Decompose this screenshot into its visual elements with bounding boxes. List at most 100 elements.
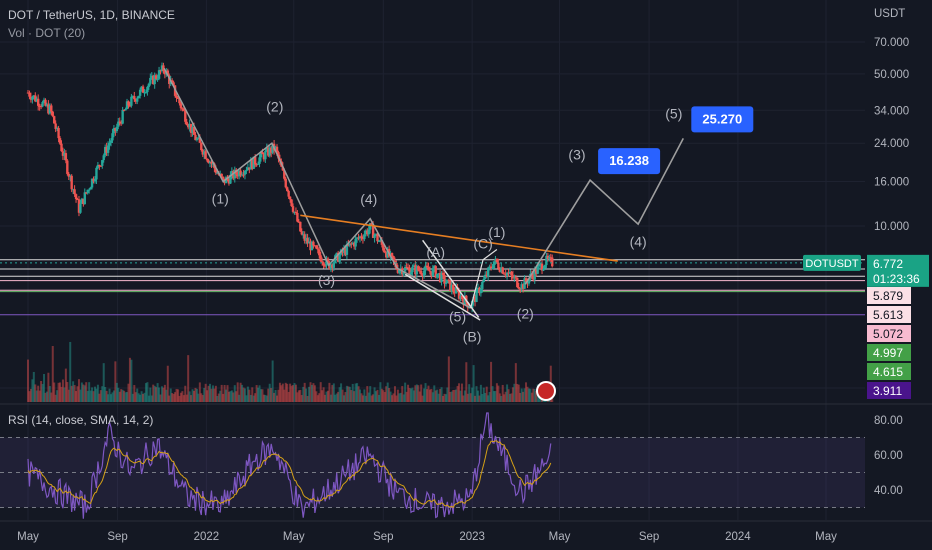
candle-body: [92, 178, 95, 182]
volume-bar: [415, 384, 418, 402]
candle-body: [53, 116, 56, 124]
rsi-tick-label: 80.00: [874, 415, 903, 427]
volume-bar: [293, 383, 296, 402]
candle-body: [71, 189, 75, 191]
candle-body: [136, 98, 139, 102]
candle-body: [505, 272, 509, 276]
volume-bar: [401, 386, 404, 402]
volume-bar: [485, 386, 488, 402]
candle-body: [216, 172, 219, 174]
price-target-callout: 25.270: [691, 106, 754, 133]
rsi-legend[interactable]: RSI (14, close, SMA, 14, 2): [8, 413, 154, 427]
volume-bar: [188, 391, 191, 402]
candle-body: [219, 173, 222, 175]
volume-bar: [37, 385, 40, 402]
volume-bar: [195, 388, 198, 402]
candle-body: [296, 212, 299, 222]
volume-bar: [444, 394, 447, 402]
wave-label: (C): [473, 235, 492, 251]
volume-bar: [430, 388, 433, 402]
volume-bar: [382, 390, 385, 402]
volume-bar: [131, 393, 134, 402]
volume-bar: [324, 394, 327, 402]
candle-body: [517, 287, 520, 289]
candle-body: [329, 264, 333, 270]
volume-bar: [142, 393, 145, 402]
candle-body: [341, 249, 344, 253]
volume-bar: [433, 385, 436, 402]
volume-bar: [112, 390, 115, 402]
rsi-tick-label: 40.00: [874, 485, 903, 497]
candle-body: [382, 244, 385, 251]
candle-body: [540, 263, 544, 271]
candle-body: [197, 137, 200, 139]
candle-body: [184, 110, 187, 122]
volume-bar: [408, 388, 411, 402]
candle-body: [163, 70, 167, 75]
candle-body: [230, 170, 234, 175]
time-tick-label: Sep: [107, 531, 127, 543]
candle-body: [67, 173, 70, 177]
volume-bar: [51, 346, 54, 402]
volume-bar: [66, 382, 69, 402]
volume-bar: [375, 391, 378, 402]
volume-bar: [91, 387, 94, 402]
volume-bar: [276, 395, 279, 402]
candle-body: [50, 105, 53, 112]
volume-bar: [268, 383, 271, 402]
time-tick-label: 2023: [459, 531, 485, 543]
wave-label: (1): [488, 224, 505, 240]
volume-bar: [111, 392, 114, 402]
volume-bar: [379, 382, 382, 402]
candle-body: [446, 279, 449, 284]
candle-body: [494, 258, 497, 262]
candle-body: [117, 121, 120, 127]
candle-body: [488, 266, 491, 268]
volume-bar: [297, 390, 300, 402]
candle-body: [160, 65, 164, 71]
volume-bar: [380, 388, 383, 402]
candle-body: [443, 274, 446, 284]
last-price-tag-bg: [867, 254, 929, 287]
volume-legend[interactable]: Vol · DOT (20): [8, 26, 86, 40]
volume-bar: [449, 391, 452, 402]
candle-body: [536, 266, 539, 274]
symbol-legend[interactable]: DOT / TetherUS, 1D, BINANCE: [8, 8, 175, 22]
candle-body: [370, 223, 373, 225]
candle-body: [152, 75, 155, 85]
candle-body: [271, 143, 274, 153]
volume-bar: [194, 387, 197, 402]
volume-bar: [107, 394, 110, 402]
candle-body: [192, 126, 196, 135]
candle-body: [440, 272, 443, 283]
volume-bar: [267, 388, 270, 402]
candle-body: [287, 190, 290, 197]
candle-body: [459, 295, 462, 299]
price-target-callout: 16.238: [598, 148, 661, 175]
volume-bar: [474, 395, 477, 402]
price-tick-label: 24.000: [874, 138, 909, 150]
volume-bar: [369, 386, 372, 402]
candle-body: [489, 266, 493, 269]
candle-body: [355, 237, 359, 239]
volume-bar: [44, 392, 47, 402]
candle-body: [58, 138, 62, 144]
volume-bar: [492, 391, 495, 402]
volume-bar: [287, 391, 290, 402]
candle-body: [80, 198, 84, 204]
volume-bar: [503, 394, 506, 402]
candle-body: [425, 265, 429, 268]
candle-body: [433, 266, 436, 269]
wave-label: (5): [449, 308, 466, 324]
symbol-tag-bg: [803, 254, 861, 271]
wave-label: (2): [517, 306, 534, 322]
candle-body: [309, 241, 312, 251]
volume-bar: [166, 365, 169, 402]
volume-bar: [120, 389, 123, 402]
candle-body: [306, 237, 309, 244]
volume-bar: [117, 387, 120, 402]
candle-body: [130, 96, 133, 106]
candle-body: [408, 267, 411, 275]
volume-bar: [171, 393, 174, 402]
